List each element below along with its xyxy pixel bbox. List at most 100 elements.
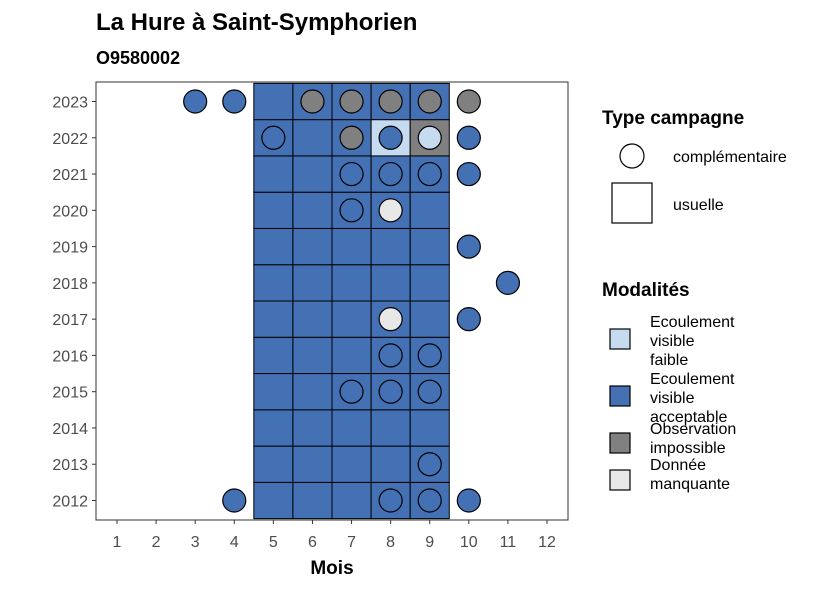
legend-label-acceptable: Ecoulement (650, 371, 735, 388)
point-complementaire-2017-8 (378, 307, 403, 332)
legend-key-acceptable (609, 385, 631, 407)
tile-usuelle-2012-5 (253, 481, 294, 520)
tile-usuelle-2013-8 (370, 445, 411, 483)
tile-usuelle-2018-5 (253, 264, 294, 302)
x-tick-label: 12 (538, 534, 556, 551)
point-complementaire-2015-7 (339, 379, 364, 404)
point-complementaire-2022-10 (456, 125, 481, 150)
y-axis: 2012 2013 2014 2015 2016 2017 2018 2019 2020 2021… (52, 95, 96, 511)
y-tick-label: 2022 (52, 131, 88, 148)
legend-label-manquante: Donnée (650, 457, 706, 474)
point-complementaire-2021-7 (339, 161, 364, 187)
point-complementaire-2023-4 (222, 89, 247, 114)
x-tick-label: 4 (230, 534, 239, 551)
point-complementaire-2023-8 (378, 89, 403, 114)
point-complementaire-2022-7 (339, 125, 364, 150)
tile-usuelle-2016-6 (292, 336, 333, 375)
point-complementaire-2023-6 (300, 89, 325, 114)
y-tick-label: 2014 (52, 421, 88, 438)
x-tick-label: 9 (425, 534, 434, 551)
y-tick-label: 2020 (52, 203, 88, 220)
tile-usuelle-2014-5 (253, 409, 294, 447)
x-tick-label: 3 (191, 534, 200, 551)
legend-key-complementaire (619, 143, 645, 169)
point-complementaire-2018-11 (495, 270, 521, 295)
tile-usuelle-2017-6 (292, 300, 333, 338)
legend-key-manquante (609, 469, 631, 491)
tile-usuelle-2019-6 (292, 227, 333, 266)
point-complementaire-2015-8 (378, 379, 403, 404)
legend-label-acceptable: visible (650, 390, 695, 407)
y-tick-label: 2015 (52, 385, 88, 402)
x-tick-label: 2 (152, 534, 161, 551)
legend-type-campagne: Type campagne complémentaire usuelle (602, 108, 787, 224)
point-complementaire-2015-9 (417, 379, 442, 404)
legend-label-faible: faible (650, 352, 688, 369)
x-tick-label: 10 (460, 534, 478, 551)
point-complementaire-2016-8 (378, 343, 403, 368)
tile-usuelle-2013-7 (331, 445, 372, 483)
x-axis: 1 2 3 4 5 6 7 8 9 10 11 12 (113, 520, 556, 551)
point-complementaire-2012-10 (456, 488, 481, 513)
tile-usuelle-2017-5 (253, 300, 294, 338)
y-tick-label: 2016 (52, 348, 88, 365)
point-complementaire-2023-7 (339, 89, 364, 114)
x-axis-title: Mois (310, 558, 353, 579)
tile-usuelle-2014-6 (292, 409, 333, 447)
point-complementaire-2021-10 (456, 161, 481, 187)
y-tick-label: 2018 (52, 276, 88, 293)
tile-usuelle-2017-9 (409, 300, 450, 338)
y-tick-label: 2013 (52, 457, 88, 474)
point-complementaire-2023-10 (456, 89, 481, 114)
tile-usuelle-2014-9 (409, 409, 450, 447)
x-tick-label: 8 (386, 534, 395, 551)
tile-usuelle-2013-6 (292, 445, 333, 483)
tile-usuelle-2018-6 (292, 264, 333, 302)
x-tick-label: 1 (113, 534, 122, 551)
point-complementaire-2022-8 (378, 125, 403, 150)
y-tick-label: 2021 (52, 167, 88, 184)
tile-usuelle-2015-6 (292, 373, 333, 411)
x-tick-label: 6 (308, 534, 317, 551)
tile-usuelle-2020-6 (292, 191, 333, 229)
tile-usuelle-2014-7 (331, 409, 372, 447)
legend-type-title: Type campagne (602, 108, 744, 129)
point-complementaire-2013-9 (417, 452, 442, 477)
legend-label-manquante: manquante (650, 476, 730, 493)
tile-usuelle-2018-8 (370, 264, 411, 302)
x-tick-label: 7 (347, 534, 356, 551)
legend-label-usuelle: usuelle (673, 197, 724, 214)
point-complementaire-2012-4 (222, 488, 247, 513)
tile-usuelle-2019-7 (331, 227, 372, 266)
plot-border (95, 81, 569, 521)
y-tick-label: 2017 (52, 312, 88, 329)
point-complementaire-2021-8 (378, 161, 403, 187)
tile-usuelle-2019-8 (370, 227, 411, 266)
tile-usuelle-2020-9 (409, 191, 450, 229)
tile-usuelle-2019-9 (409, 227, 450, 266)
point-complementaire-2023-3 (183, 89, 208, 114)
tile-usuelle-2018-7 (331, 264, 372, 302)
legend-modalites: Modalités Ecoulement visible faible Ecoulem… (602, 280, 736, 493)
chart-title: La Hure à Saint-Symphorien (96, 9, 417, 36)
complementaire-points (183, 89, 521, 513)
tile-usuelle-2021-6 (292, 155, 333, 193)
point-complementaire-2022-5 (261, 125, 286, 150)
tile-usuelle-2013-5 (253, 445, 294, 483)
point-complementaire-2012-8 (378, 488, 403, 513)
tile-usuelle-2014-8 (370, 409, 411, 447)
legend-key-faible (609, 328, 631, 350)
legend-label-impossible: Observation (650, 421, 736, 438)
tile-usuelle-2012-6 (292, 481, 333, 520)
point-complementaire-2023-9 (417, 89, 442, 114)
tile-usuelle-2022-6 (292, 119, 333, 157)
y-tick-label: 2023 (52, 95, 88, 112)
tile-usuelle-2016-5 (253, 336, 294, 375)
x-tick-label: 11 (500, 534, 517, 551)
y-tick-label: 2012 (52, 494, 88, 511)
legend-label-complementaire: complémentaire (673, 149, 787, 166)
point-complementaire-2016-9 (417, 343, 442, 368)
point-complementaire-2020-7 (339, 198, 364, 223)
tile-usuelle-2016-7 (331, 336, 372, 375)
